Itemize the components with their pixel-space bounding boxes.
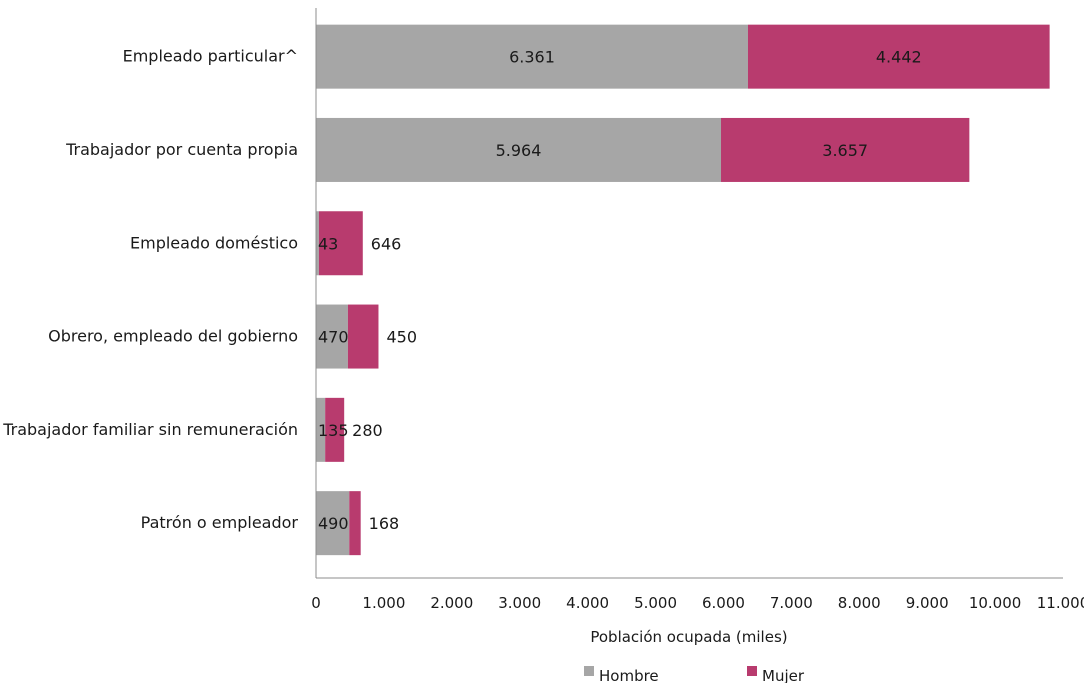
value-label: 3.657 (822, 141, 868, 160)
x-tick-label: 7.000 (770, 594, 813, 612)
x-tick-label: 11.000 (1037, 594, 1084, 612)
x-tick-labels-group: 0 1.000 2.000 3.000 4.000 5.000 6.000 7.000 8.00… (311, 594, 1084, 612)
bar-mujer (747, 24, 1050, 89)
x-tick-label: 10.000 (969, 594, 1022, 612)
bar-mujer (318, 211, 363, 276)
category-labels-group: Empleado particular^ Trabajador por cuent… (2, 47, 298, 533)
category-label: Empleado particular^ (123, 47, 298, 66)
legend-swatch-mujer (747, 666, 757, 676)
x-tick-label: 2.000 (430, 594, 473, 612)
bar-mujer (721, 117, 970, 182)
category-label: Empleado doméstico (130, 233, 298, 252)
value-label: 470 (318, 328, 349, 347)
legend-label: Mujer (762, 667, 805, 683)
bar-hombre (316, 304, 348, 369)
value-label: 450 (386, 328, 417, 347)
bar-mujer (325, 397, 345, 462)
x-axis (315, 8, 1063, 579)
x-tick-label: 9.000 (906, 594, 949, 612)
bar-hombre (316, 24, 748, 89)
value-label: 490 (318, 514, 349, 533)
value-label: 5.964 (496, 141, 542, 160)
x-tick-label: 5.000 (634, 594, 677, 612)
bar-hombre (316, 211, 319, 276)
x-tick-label: 0 (311, 594, 321, 612)
value-label: 168 (369, 514, 400, 533)
value-label: 135 (318, 421, 349, 440)
value-label: 4.442 (876, 48, 922, 67)
value-label: 280 (352, 421, 383, 440)
x-axis-title: Población ocupada (miles) (590, 628, 787, 646)
x-tick-label: 4.000 (566, 594, 609, 612)
legend-label: Hombre (599, 667, 659, 683)
bar-hombre (316, 117, 722, 182)
category-label: Patrón o empleador (141, 513, 299, 532)
category-label: Obrero, empleado del gobierno (48, 327, 298, 346)
bar-hombre (316, 397, 326, 462)
value-labels-group: 6.361 4.442 5.964 3.657 646 470 450 135 280 168 43… (318, 48, 922, 534)
x-tick-label: 1.000 (362, 594, 405, 612)
category-label: Trabajador por cuenta propia (65, 140, 298, 159)
x-tick-label: 8.000 (838, 594, 881, 612)
legend: Hombre Mujer (584, 666, 805, 683)
value-label: 43 (318, 234, 338, 253)
bar-hombre (316, 491, 350, 556)
legend-swatch-hombre (584, 666, 594, 676)
bar-mujer (349, 491, 361, 556)
x-tick-label: 6.000 (702, 594, 745, 612)
bars-group (316, 24, 1050, 556)
x-tick-label: 3.000 (498, 594, 541, 612)
category-label: Trabajador familiar sin remuneración (2, 420, 298, 439)
value-label: 6.361 (509, 48, 555, 67)
bar-mujer (347, 304, 379, 369)
value-label: 646 (371, 234, 402, 253)
